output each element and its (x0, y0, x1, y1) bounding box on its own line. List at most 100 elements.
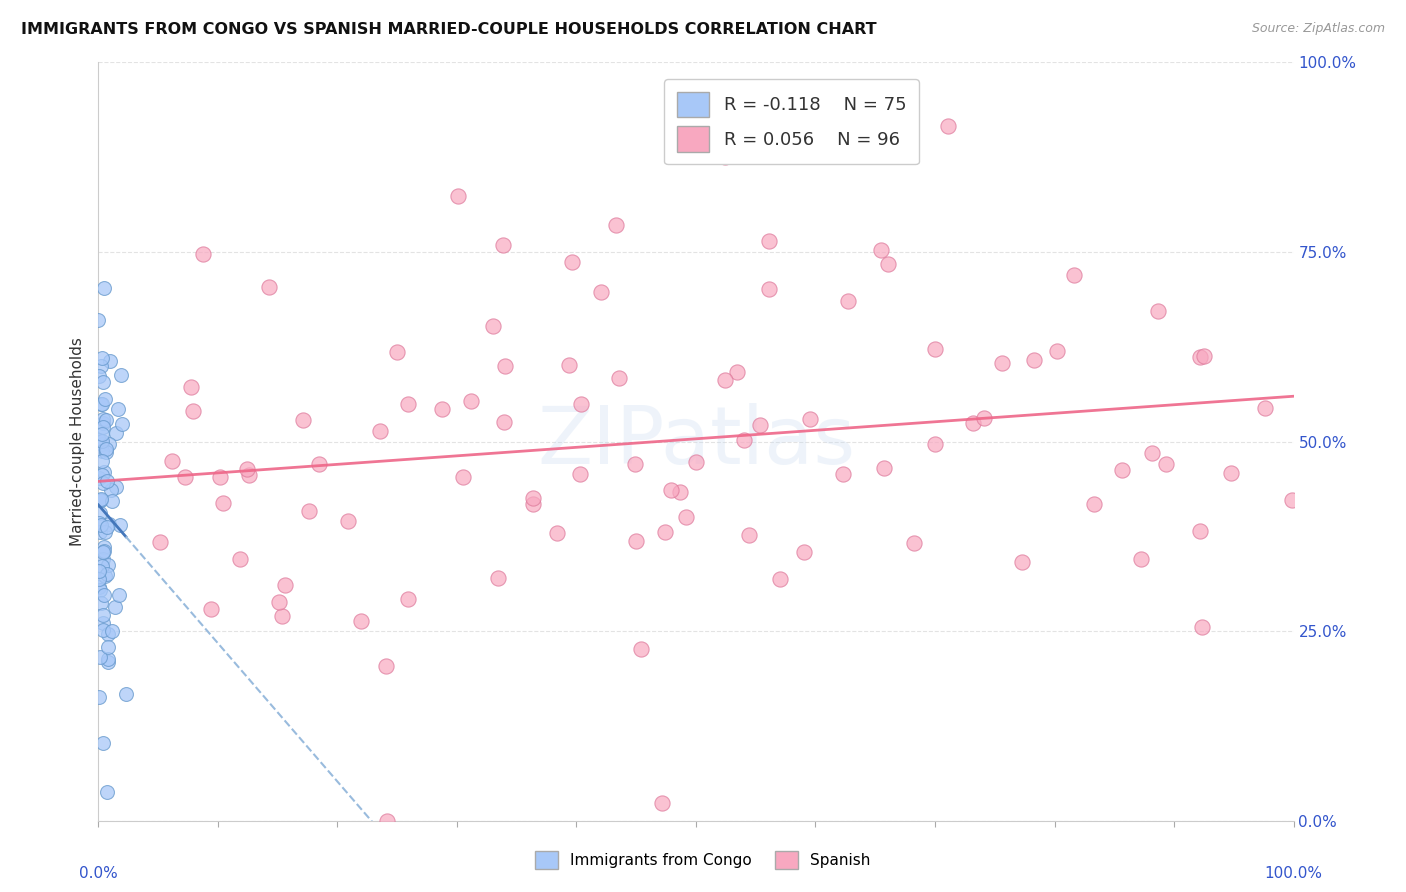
Point (870, 243, 893, 257)
Point (669, 485, 692, 500)
Point (1146, 304, 1168, 318)
Point (111, 417, 134, 431)
Point (107, 402, 129, 417)
Point (100, 483, 122, 498)
Point (98, 517, 121, 532)
Point (557, 358, 579, 372)
Point (211, 495, 233, 509)
Point (91, 608, 114, 623)
Point (90, 596, 112, 610)
Point (374, 659, 396, 673)
Point (108, 518, 131, 533)
Point (924, 342, 946, 356)
Point (522, 491, 544, 505)
Legend: Immigrants from Congo, Spanish: Immigrants from Congo, Spanish (529, 845, 877, 875)
Point (738, 528, 761, 542)
Point (101, 494, 124, 508)
Point (89, 650, 111, 665)
Point (568, 467, 591, 482)
Point (93, 588, 115, 602)
Point (675, 510, 697, 524)
Point (114, 687, 136, 701)
Point (651, 796, 673, 810)
Point (1189, 524, 1212, 538)
Point (495, 359, 517, 373)
Point (1191, 620, 1213, 634)
Point (624, 534, 647, 549)
Point (1156, 457, 1178, 471)
Point (758, 234, 780, 248)
Point (561, 255, 583, 269)
Point (236, 462, 259, 476)
Point (200, 602, 222, 616)
Point (94, 569, 117, 583)
Point (89, 583, 111, 598)
Point (492, 238, 515, 252)
Point (208, 470, 231, 484)
Point (160, 454, 183, 468)
Point (733, 434, 755, 448)
Point (430, 402, 453, 417)
Point (91, 426, 114, 441)
Point (936, 119, 959, 133)
Point (769, 572, 792, 586)
Point (1046, 344, 1069, 359)
Point (90, 443, 112, 458)
Point (522, 497, 544, 511)
Point (337, 514, 360, 528)
Point (591, 285, 613, 299)
Point (96, 558, 118, 573)
Point (368, 424, 391, 438)
Point (453, 470, 475, 484)
Point (571, 397, 593, 411)
Point (271, 609, 294, 624)
Point (274, 577, 297, 591)
Point (482, 318, 505, 333)
Point (486, 571, 509, 585)
Point (96, 567, 118, 582)
Point (96, 413, 118, 427)
Point (90, 351, 112, 366)
Point (90, 467, 112, 482)
Point (87, 433, 110, 447)
Point (93, 416, 115, 430)
Point (654, 524, 676, 539)
Point (1220, 466, 1243, 480)
Point (96, 474, 118, 488)
Point (91, 559, 114, 574)
Point (91, 420, 114, 434)
Point (110, 368, 132, 382)
Y-axis label: Married-couple Households: Married-couple Households (69, 337, 84, 546)
Point (659, 483, 682, 497)
Point (607, 371, 630, 385)
Point (375, 814, 398, 828)
Legend: R = -0.118    N = 75, R = 0.056    N = 96: R = -0.118 N = 75, R = 0.056 N = 96 (664, 79, 920, 164)
Point (748, 417, 770, 432)
Point (91, 615, 114, 630)
Point (93, 544, 115, 558)
Point (460, 394, 482, 409)
Point (855, 145, 877, 159)
Point (1022, 353, 1045, 368)
Point (725, 365, 748, 379)
Point (793, 545, 815, 559)
Point (91, 453, 114, 467)
Point (91, 552, 114, 566)
Text: ZIPatlas: ZIPatlas (537, 402, 855, 481)
Point (91, 412, 114, 426)
Point (350, 614, 373, 628)
Point (1142, 446, 1164, 460)
Point (90, 518, 112, 533)
Point (903, 535, 925, 549)
Point (174, 469, 197, 483)
Point (758, 282, 780, 296)
Point (180, 380, 202, 394)
Point (89, 516, 111, 531)
Point (100, 624, 122, 638)
Point (104, 599, 127, 614)
Point (962, 416, 984, 430)
Point (447, 189, 470, 203)
Point (87, 313, 110, 327)
Point (1063, 268, 1085, 283)
Point (396, 396, 419, 410)
